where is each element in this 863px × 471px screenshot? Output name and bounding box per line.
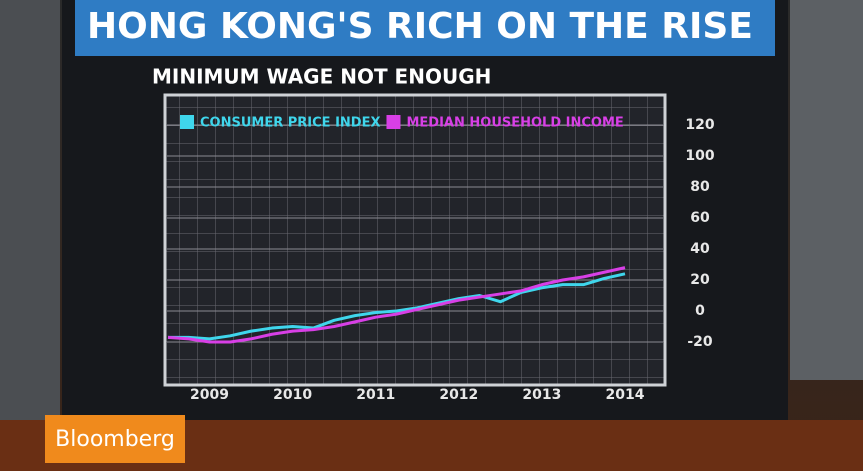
logo-box [45,415,185,463]
side-screen [790,0,863,380]
chart-title: HONG KONG'S RICH ON THE RISE [87,6,753,47]
legend-label: CONSUMER PRICE INDEX [200,116,380,131]
chart-subtitle: MINIMUM WAGE NOT ENOUGH [152,65,491,89]
legend-swatch [386,115,401,129]
y-tick-label: 80 [690,179,710,195]
y-tick-label: 0 [695,303,705,319]
y-tick-label: 120 [685,117,714,133]
x-tick-label: 2013 [522,387,561,403]
legend-swatch [180,115,194,129]
y-tick-label: 40 [690,241,710,257]
y-tick-label: 60 [690,210,710,226]
x-tick-label: 2014 [606,387,645,403]
side-screen [0,0,60,420]
y-tick-label: 100 [685,148,714,164]
x-tick-label: 2010 [273,387,312,403]
x-tick-label: 2011 [356,387,395,403]
y-tick-label: 20 [690,272,710,288]
y-tick-label: -20 [687,334,713,350]
plot-frame [163,93,667,387]
logo: Bloomberg [55,427,175,452]
line [168,272,626,341]
line [167,266,626,344]
title-banner [75,0,775,56]
x-tick-label: 2012 [439,387,478,403]
legend-label: MEDIAN HOUSEHOLD INCOME [406,116,623,131]
x-tick-label: 2009 [190,387,229,403]
plot-grid [165,95,665,385]
